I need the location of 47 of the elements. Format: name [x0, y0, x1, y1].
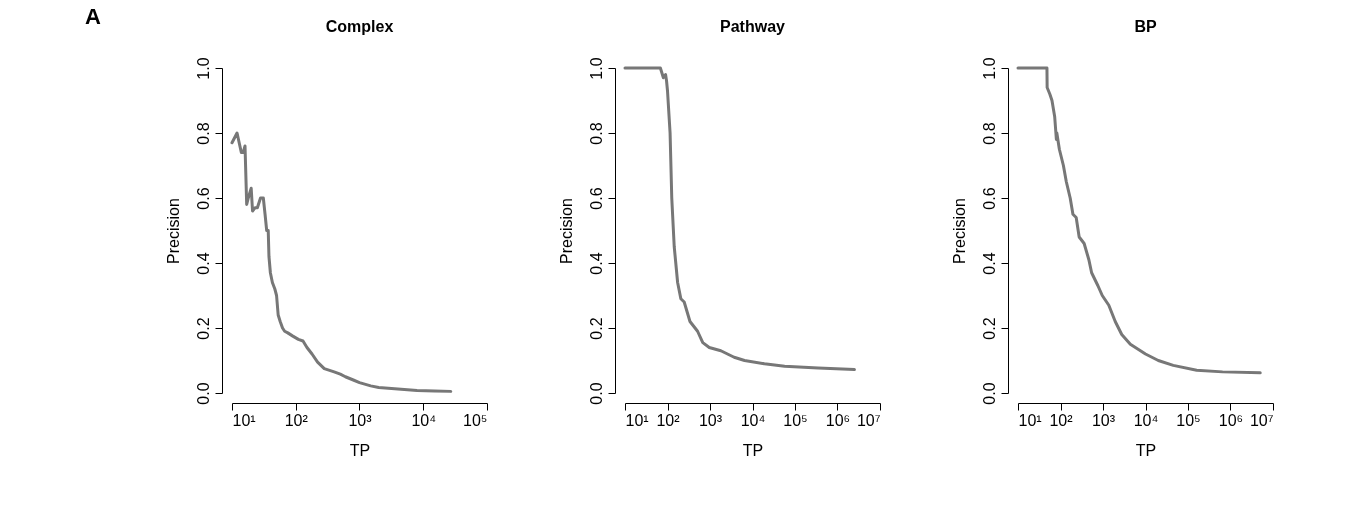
x-tick-label: 10¹ [1018, 411, 1042, 429]
y-tick-label: 0.0 [587, 382, 605, 405]
y-tick-label: 0.4 [587, 252, 605, 275]
x-tick-label: 10² [1049, 411, 1074, 429]
x-axis-title: TP [1135, 441, 1157, 459]
y-axis-title: Precision [557, 198, 575, 264]
x-tick-label: 10² [284, 411, 309, 429]
x-tick-label: 10³ [348, 411, 373, 429]
y-tick-label: 0.4 [980, 252, 998, 275]
x-tick-label: 10⁶ [1218, 411, 1244, 429]
x-tick-label: 10⁵ [463, 411, 488, 429]
x-tick-label: 10³ [1091, 411, 1116, 429]
y-tick-label: 0.8 [194, 122, 212, 145]
y-tick-label: 0.2 [587, 317, 605, 340]
y-tick-label: 0.0 [194, 382, 212, 405]
x-tick-label: 10⁵ [1176, 411, 1201, 429]
y-tick-label: 1.0 [194, 57, 212, 80]
y-axis-title: Precision [950, 198, 968, 264]
x-tick-label: 10⁶ [825, 411, 851, 429]
x-tick-label: 10² [656, 411, 681, 429]
y-tick-label: 0.4 [194, 252, 212, 275]
x-tick-label: 10⁴ [1133, 411, 1159, 429]
y-tick-label: 1.0 [587, 57, 605, 80]
y-tick-label: 0.6 [194, 187, 212, 210]
x-tick-label: 10⁴ [740, 411, 766, 429]
text: A [85, 3, 101, 29]
x-axis-title: TP [349, 441, 371, 459]
x-axis-title: TP [742, 441, 764, 459]
y-tick-label: 0.6 [587, 187, 605, 210]
y-tick-label: 0.8 [980, 122, 998, 145]
y-axis-title: Precision [164, 198, 182, 264]
x-tick-label: 10¹ [625, 411, 649, 429]
x-tick-label: 10⁷ [856, 411, 881, 429]
y-tick-label: 0.8 [587, 122, 605, 145]
x-tick-label: 10¹ [232, 411, 256, 429]
x-tick-label: 10⁵ [783, 411, 808, 429]
x-tick-label: 10³ [698, 411, 723, 429]
chart-title: Pathway [720, 17, 786, 35]
chart-title: BP [1134, 17, 1157, 35]
x-tick-label: 10⁷ [1249, 411, 1274, 429]
y-tick-label: 0.2 [980, 317, 998, 340]
x-tick-label: 10⁴ [411, 411, 437, 429]
chart-title: Complex [325, 17, 394, 35]
y-tick-label: 0.6 [980, 187, 998, 210]
y-tick-label: 0.0 [980, 382, 998, 405]
y-tick-label: 1.0 [980, 57, 998, 80]
y-tick-label: 0.2 [194, 317, 212, 340]
